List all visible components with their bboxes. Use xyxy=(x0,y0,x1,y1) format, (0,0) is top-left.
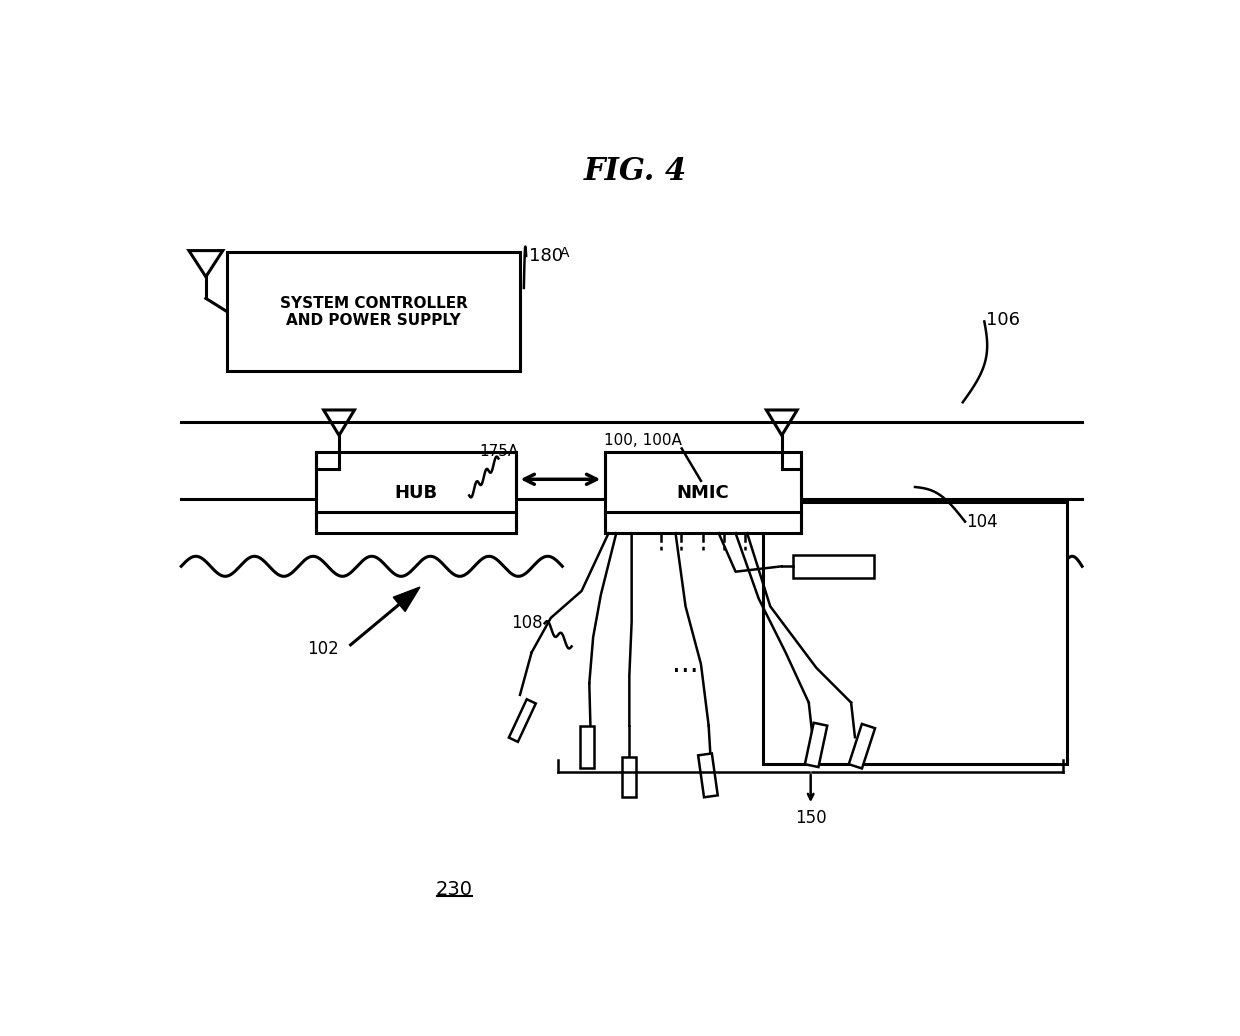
Bar xyxy=(508,699,536,742)
Bar xyxy=(316,453,516,534)
Text: ...: ... xyxy=(672,651,699,679)
Text: NMIC: NMIC xyxy=(677,484,729,501)
Text: A: A xyxy=(560,246,569,260)
Text: 175A: 175A xyxy=(479,443,518,459)
Text: SYSTEM CONTROLLER
AND POWER SUPPLY: SYSTEM CONTROLLER AND POWER SUPPLY xyxy=(280,295,467,328)
Bar xyxy=(227,252,520,372)
Text: HUB: HUB xyxy=(394,484,438,501)
Text: 150: 150 xyxy=(795,809,827,827)
Bar xyxy=(794,554,874,578)
Bar xyxy=(849,724,875,769)
Bar xyxy=(805,723,827,767)
Bar xyxy=(698,753,718,798)
Text: 102: 102 xyxy=(308,639,339,658)
Bar xyxy=(763,502,1066,765)
Text: 230: 230 xyxy=(436,881,472,899)
Text: 108: 108 xyxy=(511,614,543,632)
Text: 106: 106 xyxy=(986,311,1019,328)
Text: 180: 180 xyxy=(529,247,563,265)
Polygon shape xyxy=(393,587,420,611)
Text: 100, 100A: 100, 100A xyxy=(604,433,682,449)
Bar xyxy=(605,453,801,534)
Text: 104: 104 xyxy=(967,513,998,530)
Bar xyxy=(580,725,594,768)
Text: FIG. 4: FIG. 4 xyxy=(584,155,687,186)
Bar xyxy=(622,757,636,798)
